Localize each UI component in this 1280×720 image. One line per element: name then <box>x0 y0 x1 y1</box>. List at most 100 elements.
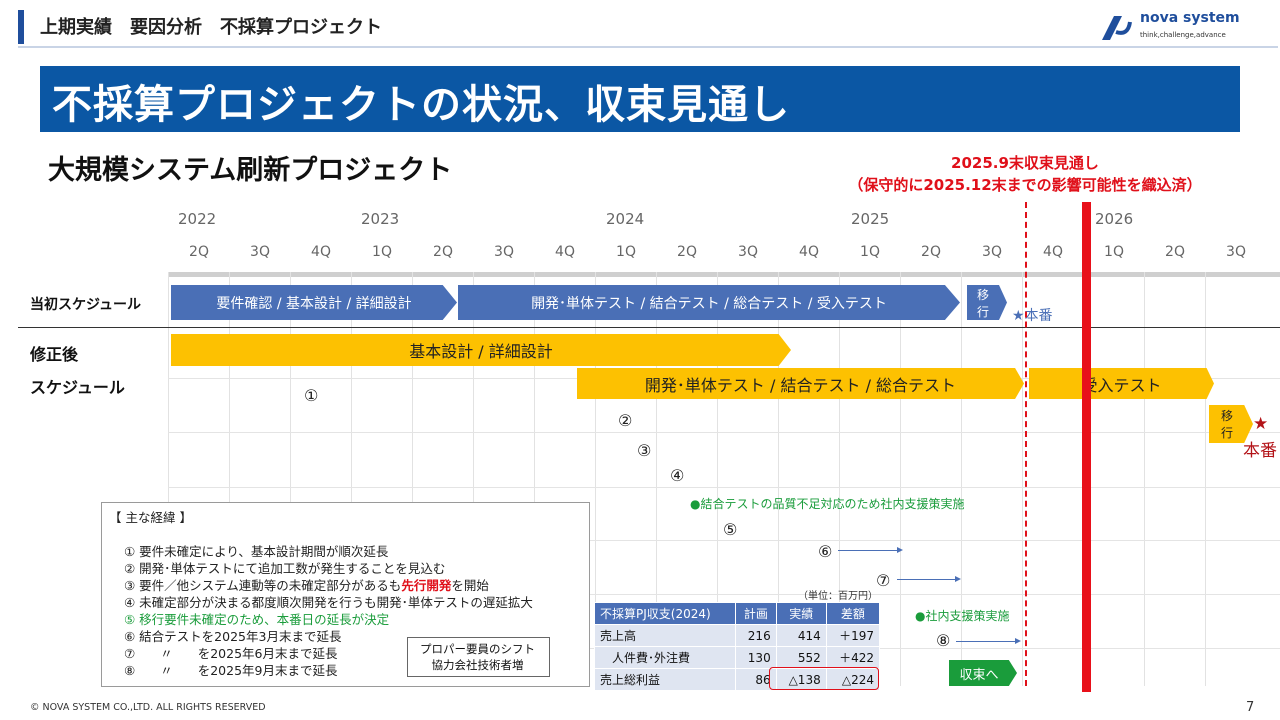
grid-line <box>534 272 535 686</box>
title-banner <box>40 66 1240 132</box>
schedule-divider <box>18 327 1280 328</box>
year-label: 2022 <box>178 210 217 228</box>
grid-line <box>1205 272 1206 686</box>
history-item: ① 要件未確定により、基本設計期間が順次延長 <box>124 544 389 559</box>
history-item: ② 開発･単体テストにて追加工数が発生することを見込む <box>124 561 446 576</box>
quarter-label: 4Q <box>799 244 819 260</box>
quarter-label: 2Q <box>921 244 941 260</box>
revised-migration-bar: 移 行 <box>1209 405 1253 443</box>
history-item: ③ 要件／他システム連動等の未確定部分があるも先行開発を開始 <box>124 578 489 595</box>
quarter-label: 4Q <box>555 244 575 260</box>
grid-row-line <box>168 594 1280 595</box>
project-subtitle: 大規模システム刷新プロジェクト <box>48 155 453 186</box>
staffing-line1: プロパー要員のシフト <box>420 642 535 656</box>
original-migration-bar: 移 行 <box>967 285 1007 320</box>
grid-line <box>1144 272 1145 686</box>
revised-design-bar: 基本設計 / 詳細設計 <box>171 334 791 366</box>
grid-line <box>473 272 474 686</box>
grid-line <box>778 272 779 686</box>
year-label: 2024 <box>606 210 645 228</box>
quarter-label: 3Q <box>250 244 270 260</box>
staffing-box <box>407 637 550 677</box>
quarter-label: 3Q <box>494 244 514 260</box>
table-cell: 人件費･外注費 <box>593 646 737 669</box>
bar-label: 行 <box>976 304 989 319</box>
history-item: ⑥ 結合テストを2025年3月末まで延長 <box>124 629 342 644</box>
bar-label: 開発･単体テスト / 結合テスト / 総合テスト <box>644 375 957 395</box>
grid-row-line <box>168 432 1280 433</box>
close-out-label: 収束へ <box>959 667 999 683</box>
grid-line <box>839 272 840 686</box>
quarter-label: 1Q <box>616 244 636 260</box>
table-cell: 86 <box>735 668 777 691</box>
logo-name: nova system <box>1140 10 1240 26</box>
year-label: 2023 <box>361 210 400 228</box>
grid-line <box>961 272 962 686</box>
original-schedule-label: 当初スケジュール <box>30 297 142 313</box>
marker-3: ③ <box>637 441 652 460</box>
grid-line <box>168 272 169 686</box>
quarter-label: 1Q <box>860 244 880 260</box>
table-cell: 売上高 <box>593 624 737 647</box>
page-title: 不採算プロジェクトの状況、収束見通し <box>52 82 790 128</box>
grid-line <box>290 272 291 686</box>
loss-highlight-box <box>769 667 879 690</box>
table-row: 売上総利益 86 △138 △224 <box>593 668 881 691</box>
forecast-line2: （保守的に2025.12末までの影響可能性を織込済） <box>848 176 1202 194</box>
grid-line <box>656 272 657 686</box>
table-header-row: 不採算PJ収支(2024) 計画 実績 差額 <box>593 602 881 625</box>
logo-tagline: think,challenge,advance <box>1140 31 1226 39</box>
marker-8: ⑧ <box>936 631 951 650</box>
table-row: 売上高 216 414 ＋197 <box>593 624 881 647</box>
bar-label: 開発･単体テスト / 結合テスト / 総合テスト / 受入テスト <box>531 295 887 312</box>
column-header: 差額 <box>825 602 881 625</box>
quarter-label: 2Q <box>1165 244 1185 260</box>
quarter-label: 2Q <box>677 244 697 260</box>
grid-line <box>351 272 352 686</box>
header-accent-bar <box>18 10 24 44</box>
table-cell: 130 <box>735 646 777 669</box>
marker-2: ② <box>618 411 633 430</box>
forecast-deadline-bar <box>1082 202 1091 692</box>
quarter-label: 4Q <box>1043 244 1063 260</box>
revised-schedule-label-2: スケジュール <box>30 378 125 397</box>
revised-release-label: 本番 <box>1243 441 1277 461</box>
table-cell: ＋197 <box>825 624 881 647</box>
grid-row-line <box>168 540 1280 541</box>
grid-line <box>229 272 230 686</box>
marker-7: ⑦ <box>876 571 891 590</box>
quarter-label: 3Q <box>738 244 758 260</box>
marker-5: ⑤ <box>723 520 738 539</box>
grid-row-line <box>168 487 1280 488</box>
quarter-label: 3Q <box>982 244 1002 260</box>
marker-6: ⑥ <box>818 542 833 561</box>
history-item: ⑧ 〃 を2025年9月末まで延長 <box>124 663 338 678</box>
table-cell: △138 <box>775 668 827 691</box>
extension-arrow <box>956 638 1021 644</box>
history-item: ⑦ 〃 を2025年6月末まで延長 <box>124 646 338 661</box>
history-item: ④ 未確定部分が決まる都度順次開発を行うも開発･単体テストの遅延拡大 <box>124 595 533 610</box>
quarter-label: 1Q <box>372 244 392 260</box>
original-release-label: ★本番 <box>1012 308 1053 324</box>
revised-dev-test-bar: 開発･単体テスト / 結合テスト / 総合テスト <box>577 368 1024 399</box>
bar-label: 要件確認 / 基本設計 / 詳細設計 <box>216 295 412 312</box>
year-label: 2025 <box>851 210 890 228</box>
pl-table: 不採算PJ収支(2024) 計画 実績 差額 売上高 216 414 ＋197 … <box>593 602 881 691</box>
quarter-label: 4Q <box>311 244 331 260</box>
grid-line <box>595 272 596 686</box>
quarter-label: 2Q <box>433 244 453 260</box>
marker-4: ④ <box>670 466 685 485</box>
table-cell: 414 <box>775 624 827 647</box>
grid-line <box>717 272 718 686</box>
marker-1: ① <box>304 386 319 405</box>
revised-schedule-label: 修正後 <box>30 345 79 364</box>
history-item: ⑤ 移行要件未確定のため、本番日の延長が決定 <box>124 612 390 627</box>
release-star-icon: ★ <box>1253 414 1269 434</box>
revised-acceptance-bar: 受入テスト <box>1029 368 1214 399</box>
support-note-2: ●社内支援策実施 <box>915 609 1010 623</box>
deadline-dashed-line <box>1025 202 1027 686</box>
quarter-label: 3Q <box>1226 244 1246 260</box>
nova-logo-icon <box>1102 16 1132 40</box>
bar-label: 受入テスト <box>1081 375 1162 395</box>
header-title: 上期実績 要因分析 不採算プロジェクト <box>40 17 382 38</box>
